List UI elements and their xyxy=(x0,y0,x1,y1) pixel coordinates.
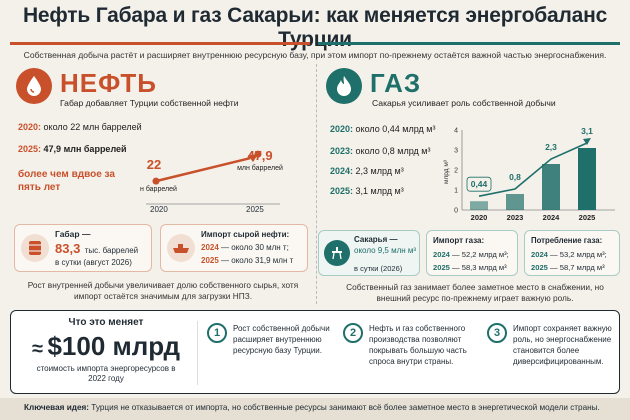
point-3-text: Импорт сохраняет важную роль, но энергос… xyxy=(513,324,612,366)
gas-consumption-row-2025: 2025 — 58,7 млрд м³ xyxy=(531,263,605,272)
gas-platform-icon xyxy=(324,240,350,266)
gas-value-2024: 2,3 xyxy=(545,142,557,152)
sakarya-line2: в сутки (2026) xyxy=(354,264,403,273)
gas-row-2024: 2024: 2,3 млрд м³ xyxy=(330,166,404,176)
gas-flame-icon xyxy=(326,68,362,104)
gabar-value: 83,3 тыс. баррелей xyxy=(55,241,139,256)
gas-row-2023: 2023: около 0,8 млрд м³ xyxy=(330,146,431,156)
gas-ytick-1: 1 xyxy=(454,188,458,195)
gas-ytick-3: 3 xyxy=(454,148,458,155)
oil-label-2020: 22 xyxy=(147,157,161,172)
oil-point-2020 xyxy=(152,177,160,185)
gas-chart: млрд м³ 0 1 2 3 4 2020 0,44 2023 0,8 2024 2,3 2025 3… xyxy=(443,126,615,222)
oil-divider xyxy=(10,42,310,45)
gas-row-2020: 2020: около 0,44 млрд м³ xyxy=(330,124,436,134)
gas-consumption-box: Потребление газа: 2024 — 53,2 млрд м³; 2… xyxy=(524,230,620,276)
gabar-box: Габар — 83,3 тыс. баррелей в сутки (авгу… xyxy=(14,224,152,272)
gas-import-title: Импорт газа: xyxy=(433,236,485,245)
gas-value-2025: 3,1 xyxy=(581,126,593,136)
page-title: Нефть Габара и газ Сакарьи: как меняется… xyxy=(22,4,608,51)
oil-drop-icon xyxy=(16,68,52,104)
gas-import-row-2025: 2025 — 58,3 млрд м³ xyxy=(433,263,507,272)
oil-point-2025 xyxy=(254,150,262,158)
sakarya-value: около 9,5 млн м³ xyxy=(354,246,417,255)
changes-heading: Что это меняет xyxy=(68,317,144,328)
gas-caption: Собственный газ занимает более заметное … xyxy=(346,282,604,303)
changes-caption: стоимость импорта энергоресурсов в 2022 … xyxy=(36,364,176,383)
tanker-ship-icon xyxy=(167,234,195,262)
sakarya-title: Сакарья — xyxy=(354,235,398,244)
gas-bar-2020 xyxy=(470,201,488,210)
oil-unit-2025: млн баррелей xyxy=(237,164,283,172)
footer: Ключевая идея: Турция не отказывается от… xyxy=(0,398,630,420)
gabar-line2: в сутки (август 2026) xyxy=(55,258,132,267)
gas-bar-2025 xyxy=(578,148,596,210)
oil-caption: Рост внутренней добычи увеличивает долю … xyxy=(27,280,299,301)
gas-import-box: Импорт газа: 2024 — 52,2 млрд м³; 2025 —… xyxy=(426,230,518,276)
oil-import-row-2025: 2025 — около 31,9 млн т xyxy=(201,256,294,265)
changes-box: Что это меняет ≈ $100 млрд стоимость имп… xyxy=(10,310,620,394)
gas-xtick-2024: 2024 xyxy=(543,213,561,222)
gas-xtick-2025: 2025 xyxy=(579,213,596,222)
gas-xtick-2023: 2023 xyxy=(507,213,524,222)
gas-chart-ylabel: млрд м³ xyxy=(443,159,450,184)
oil-x-2025: 2025 xyxy=(246,205,264,214)
oil-tagline: Габар добавляет Турции собственной нефти xyxy=(60,98,239,108)
gas-tagline: Сакарья усиливает роль собственной добыч… xyxy=(372,98,556,108)
oil-import-box: Импорт сырой нефти: 2024 — около 30 млн … xyxy=(160,224,308,272)
oil-label-2025: 47,9 xyxy=(247,148,272,163)
gas-ytick-2: 2 xyxy=(454,168,458,175)
gas-value-2023: 0,8 xyxy=(509,172,521,182)
gas-row-2025: 2025: 3,1 млрд м³ xyxy=(330,186,404,196)
gas-value-2020: 0,44 xyxy=(471,179,488,189)
oil-import-title: Импорт сырой нефти: xyxy=(201,230,290,239)
changes-value: ≈ $100 млрд xyxy=(32,331,180,361)
point-2-text: Нефть и газ собственного производства по… xyxy=(369,324,467,366)
gas-consumption-title: Потребление газа: xyxy=(531,236,603,245)
gas-bar-2024 xyxy=(542,164,560,210)
barrel-icon xyxy=(21,234,49,262)
oil-row-2025: 2025: 47,9 млн баррелей xyxy=(18,144,127,154)
gas-trend-arrow xyxy=(583,138,591,145)
oil-import-row-2024: 2024 — около 30 млн т; xyxy=(201,243,289,252)
gas-divider xyxy=(318,42,620,45)
point-1-text: Рост собственной добычи расширяет внутре… xyxy=(233,324,330,355)
point-3-number: 3 xyxy=(487,323,507,343)
gas-import-row-2024: 2024 — 52,2 млрд м³; xyxy=(433,250,509,259)
oil-row-2020: 2020: около 22 млн баррелей xyxy=(18,122,142,132)
point-1-number: 1 xyxy=(207,323,227,343)
gas-heading: ГАЗ xyxy=(370,68,422,98)
point-2-number: 2 xyxy=(343,323,363,343)
oil-heading: НЕФТЬ xyxy=(60,68,157,98)
oil-trend-line xyxy=(155,156,251,183)
gas-consumption-row-2024: 2024 — 53,2 млрд м³; xyxy=(531,250,607,259)
gas-ytick-4: 4 xyxy=(454,128,458,135)
oil-x-2020: 2020 xyxy=(150,205,168,214)
sakarya-box: Сакарья — около 9,5 млн м³ в сутки (2026… xyxy=(318,230,420,276)
changes-divider xyxy=(197,321,198,385)
gas-ytick-0: 0 xyxy=(454,208,458,215)
gas-bar-2023 xyxy=(506,194,524,210)
oil-unit-2020: млн баррелей xyxy=(140,185,177,193)
gabar-title: Габар — xyxy=(55,229,91,239)
gas-value-frame-2020 xyxy=(466,176,492,192)
page-subtitle: Собственная добыча растёт и расширяет вн… xyxy=(23,50,607,60)
gas-xtick-2020: 2020 xyxy=(471,213,488,222)
oil-highlight: более чем вдвое за пять лет xyxy=(18,169,115,193)
gas-trend-line xyxy=(478,142,588,197)
section-divider xyxy=(316,64,317,304)
